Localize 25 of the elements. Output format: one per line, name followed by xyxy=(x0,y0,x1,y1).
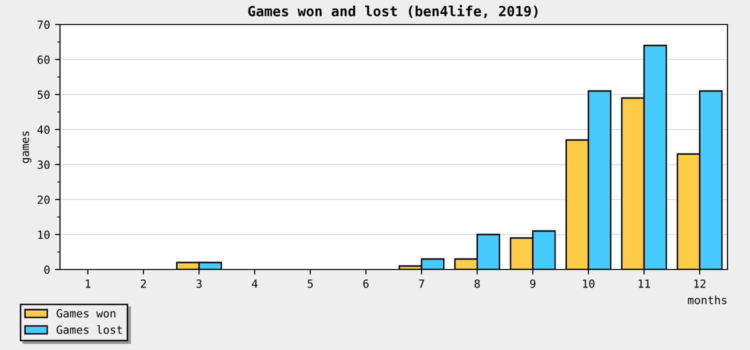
x-tick-label: 2 xyxy=(140,279,146,288)
y-tick-label: 70 xyxy=(38,20,50,29)
y-axis-title: games xyxy=(22,131,32,164)
y-tick-label: 20 xyxy=(38,196,50,204)
y-tick-label: 0 xyxy=(44,266,50,274)
x-tick-label: 8 xyxy=(474,279,480,288)
y-tick-label: 40 xyxy=(37,126,50,134)
y-tick-label: 10 xyxy=(38,230,50,239)
x-tick-label: 5 xyxy=(308,280,313,288)
x-tick-label: 1 xyxy=(86,280,90,288)
legend-label: Games lost xyxy=(56,325,122,334)
x-tick-label: 10 xyxy=(583,279,594,288)
x-tick-label: 12 xyxy=(694,279,706,288)
y-tick-label: 50 xyxy=(38,90,50,99)
x-tick-label: 9 xyxy=(530,279,536,288)
y-tick-label: 30 xyxy=(38,160,50,169)
x-tick-label: 6 xyxy=(363,279,369,288)
x-tick-label: 7 xyxy=(418,280,424,288)
y-tick-label: 60 xyxy=(38,56,50,64)
chart-title: Games won and lost (ben4life, 2019) xyxy=(248,4,538,18)
x-axis-title: months xyxy=(688,296,726,304)
x-tick-label: 11 xyxy=(638,280,650,288)
x-tick-label: 3 xyxy=(196,279,202,288)
x-tick-label: 4 xyxy=(252,280,258,288)
legend-label: Games won xyxy=(56,309,116,318)
